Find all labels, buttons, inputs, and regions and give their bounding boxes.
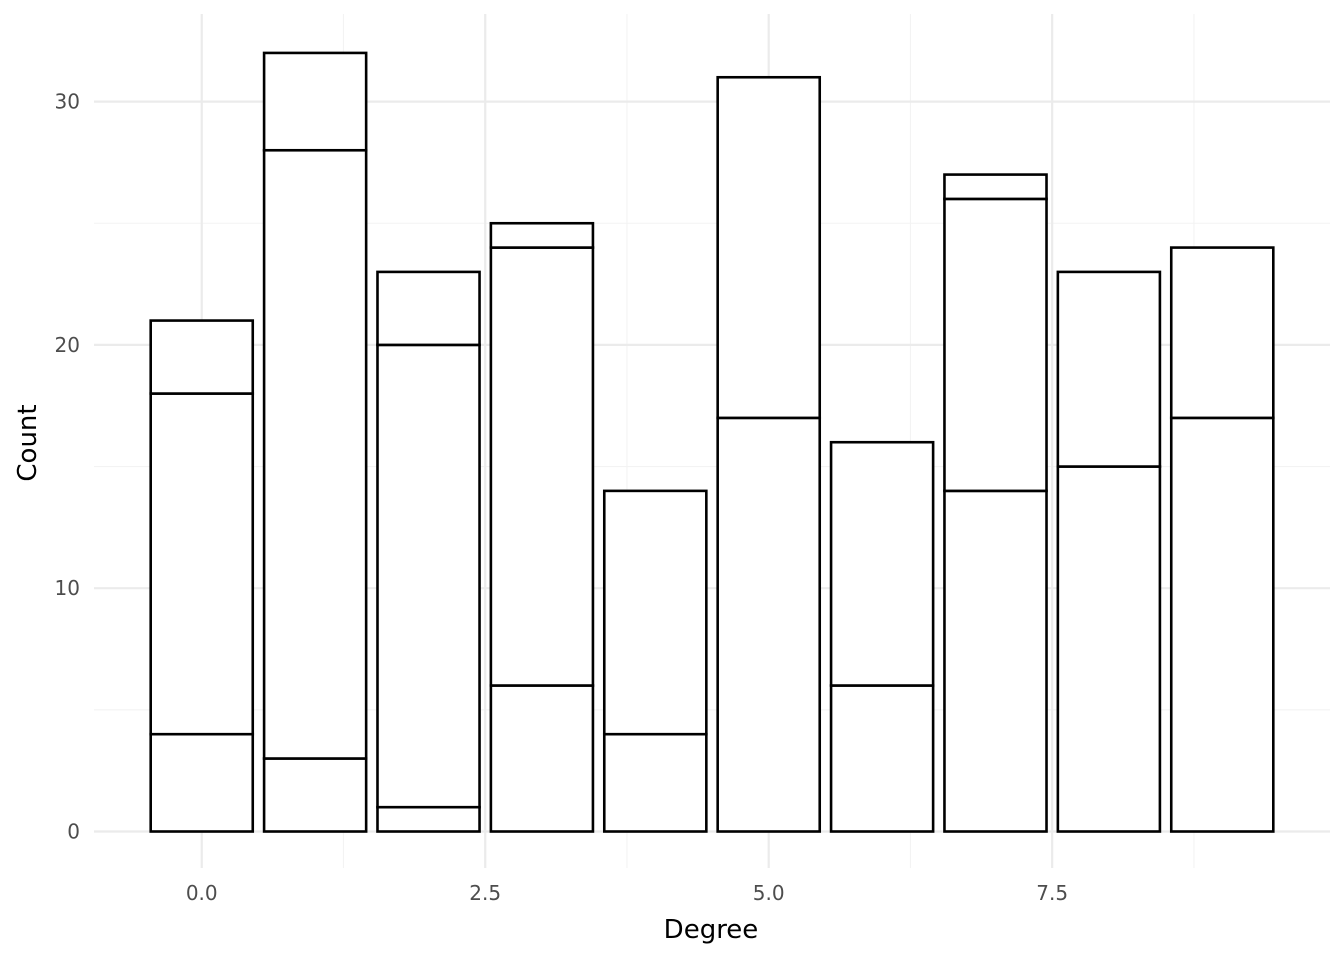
bar-segment	[943, 173, 1048, 201]
bar-segment	[1169, 416, 1275, 833]
bar-group	[943, 173, 1048, 833]
bar-group	[262, 51, 368, 833]
x-tick-label: 5.0	[753, 881, 785, 905]
bar-segment	[602, 489, 708, 736]
bar-segment	[149, 732, 255, 833]
bar-segment	[262, 757, 368, 833]
bar-segment	[1169, 246, 1275, 420]
y-axis-title: Count	[13, 404, 43, 481]
bar-segment	[376, 805, 481, 833]
bar-segment	[602, 732, 708, 833]
bar-segment	[1056, 465, 1162, 833]
bar-segment	[1056, 270, 1162, 468]
bar-group	[716, 75, 822, 833]
bar-segment	[489, 684, 595, 833]
bar-segment	[829, 684, 935, 833]
bar-group	[1056, 270, 1162, 833]
bar-segment	[149, 392, 255, 736]
bar-group	[489, 221, 595, 833]
bar-segment	[489, 246, 595, 687]
bar-segment	[829, 440, 935, 687]
bar-segment	[489, 221, 595, 249]
bar-segment	[262, 148, 368, 760]
bar-segment	[149, 319, 255, 395]
bar-group	[602, 489, 708, 833]
x-axis-ticks: 0.0 2.5 5.0 7.5	[186, 881, 1068, 905]
bar-segment	[943, 197, 1048, 493]
bar-group	[1169, 246, 1275, 833]
bar-group	[149, 319, 255, 833]
x-tick-label: 7.5	[1036, 881, 1068, 905]
x-axis-title: Degree	[664, 915, 759, 945]
x-tick-label: 0.0	[186, 881, 218, 905]
y-axis-ticks: 0 10 20 30	[55, 90, 80, 844]
bar-segment	[716, 75, 822, 420]
bar-group	[829, 440, 935, 833]
bar-segment	[943, 489, 1048, 833]
y-tick-label: 30	[55, 90, 80, 114]
y-tick-label: 10	[55, 576, 80, 600]
y-tick-label: 20	[55, 333, 80, 357]
bar-segment	[376, 270, 481, 347]
bar-group	[376, 270, 481, 833]
bar-segment	[376, 343, 481, 809]
x-tick-label: 2.5	[469, 881, 501, 905]
y-tick-label: 0	[67, 820, 80, 844]
bars	[149, 51, 1275, 833]
bar-segment	[262, 51, 368, 152]
bar-segment	[716, 416, 822, 833]
